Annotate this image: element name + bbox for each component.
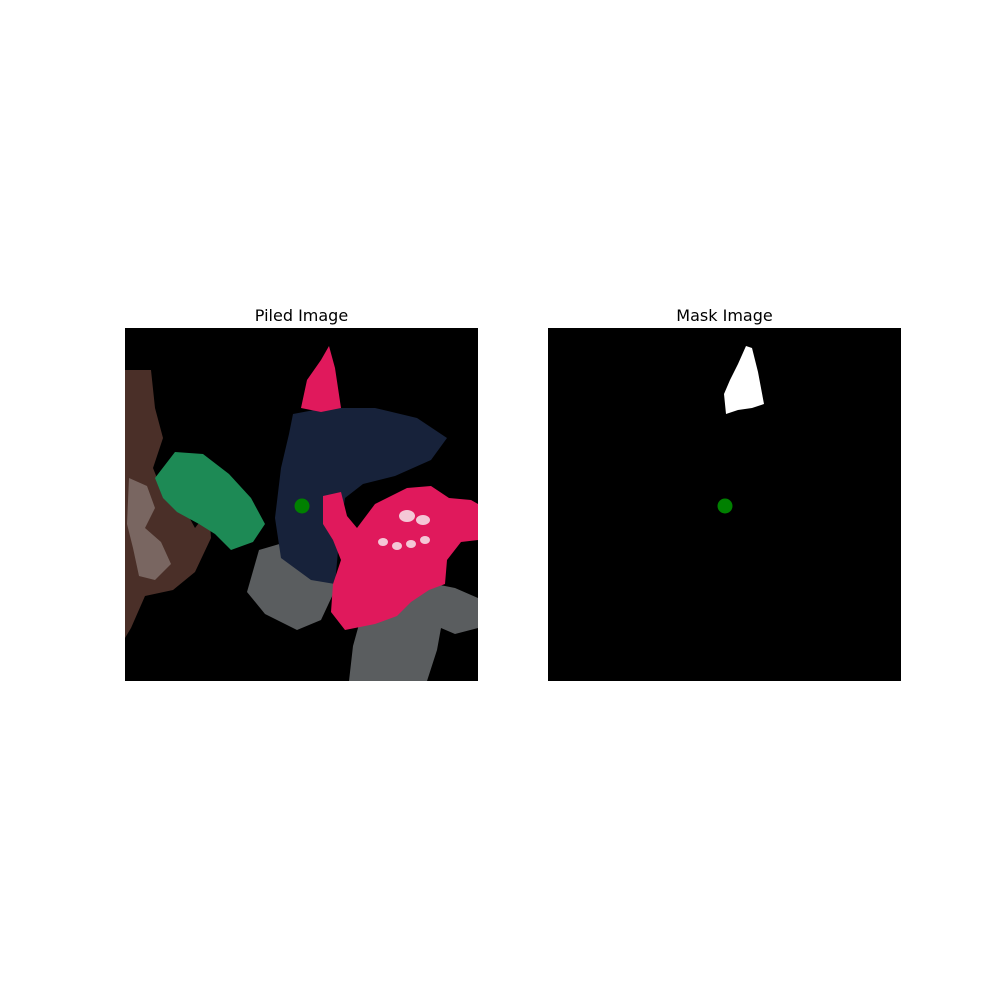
navy-cloth (275, 408, 447, 584)
piled-image-title: Piled Image (254, 306, 349, 325)
mask-image-title: Mask Image (676, 306, 773, 325)
green-cloth (155, 452, 265, 550)
mask-image-panel (548, 328, 901, 681)
piled-image-panel (125, 328, 478, 681)
point-marker-icon (294, 498, 310, 514)
pink-cloth-tip (301, 346, 341, 412)
mask-region (724, 346, 764, 414)
pink-cloth-pattern (378, 510, 430, 550)
brown-cloth-pattern (127, 478, 171, 580)
piled-image (125, 328, 478, 681)
point-marker-icon (717, 498, 733, 514)
mask-image (548, 328, 901, 681)
pink-cloth-body (323, 486, 478, 630)
